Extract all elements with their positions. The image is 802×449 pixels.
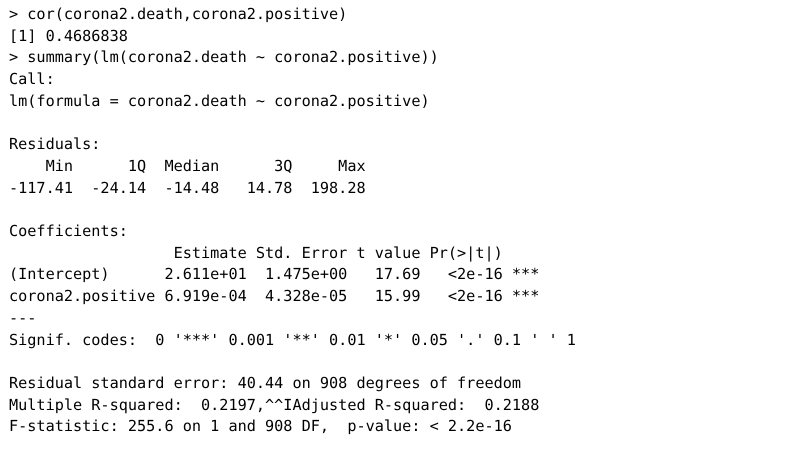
console-line-blank-2 xyxy=(9,199,576,221)
console-line-residuals-label: Residuals: xyxy=(9,135,101,154)
console-line-r-squared: Multiple R-squared: 0.2197,^^IAdjusted R… xyxy=(9,395,540,414)
console-line-call-label: Call: xyxy=(9,70,55,89)
console-line-signif-codes: Signif. codes: 0 '***' 0.001 '**' 0.01 '… xyxy=(9,330,576,349)
console-line-coefficients-headers: Estimate Std. Error t value Pr(>|t|) xyxy=(9,243,503,262)
console-line-formula: lm(formula = corona2.death ~ corona2.pos… xyxy=(9,91,430,110)
console-line-separator: --- xyxy=(9,308,37,327)
console-line-cor-result: [1] 0.4686838 xyxy=(9,26,128,45)
console-line-residuals-headers: Min 1Q Median 3Q Max xyxy=(9,156,366,175)
console-line-coefficients-label: Coefficients: xyxy=(9,222,128,240)
console-output-buffer[interactable]: > cor(corona2.death,corona2.positive) [1]… xyxy=(9,4,576,438)
console-line-residual-standard-error: Residual standard error: 40.44 on 908 de… xyxy=(9,373,522,392)
console-line-cor-command: > cor(corona2.death,corona2.positive) xyxy=(9,5,348,23)
console-line-blank-1 xyxy=(9,113,576,135)
console-line-blank-3 xyxy=(9,351,576,373)
console-line-f-statistic: F-statistic: 255.6 on 1 and 908 DF, p-va… xyxy=(9,417,512,436)
console-line-residuals-values: -117.41 -24.14 -14.48 14.78 198.28 xyxy=(9,178,366,197)
console-line-coefficient-positive: corona2.positive 6.919e-04 4.328e-05 15.… xyxy=(9,287,540,306)
console-line-summary-command: > summary(lm(corona2.death ~ corona2.pos… xyxy=(9,48,439,67)
console-line-coefficient-intercept: (Intercept) 2.611e+01 1.475e+00 17.69 <2… xyxy=(9,265,540,284)
